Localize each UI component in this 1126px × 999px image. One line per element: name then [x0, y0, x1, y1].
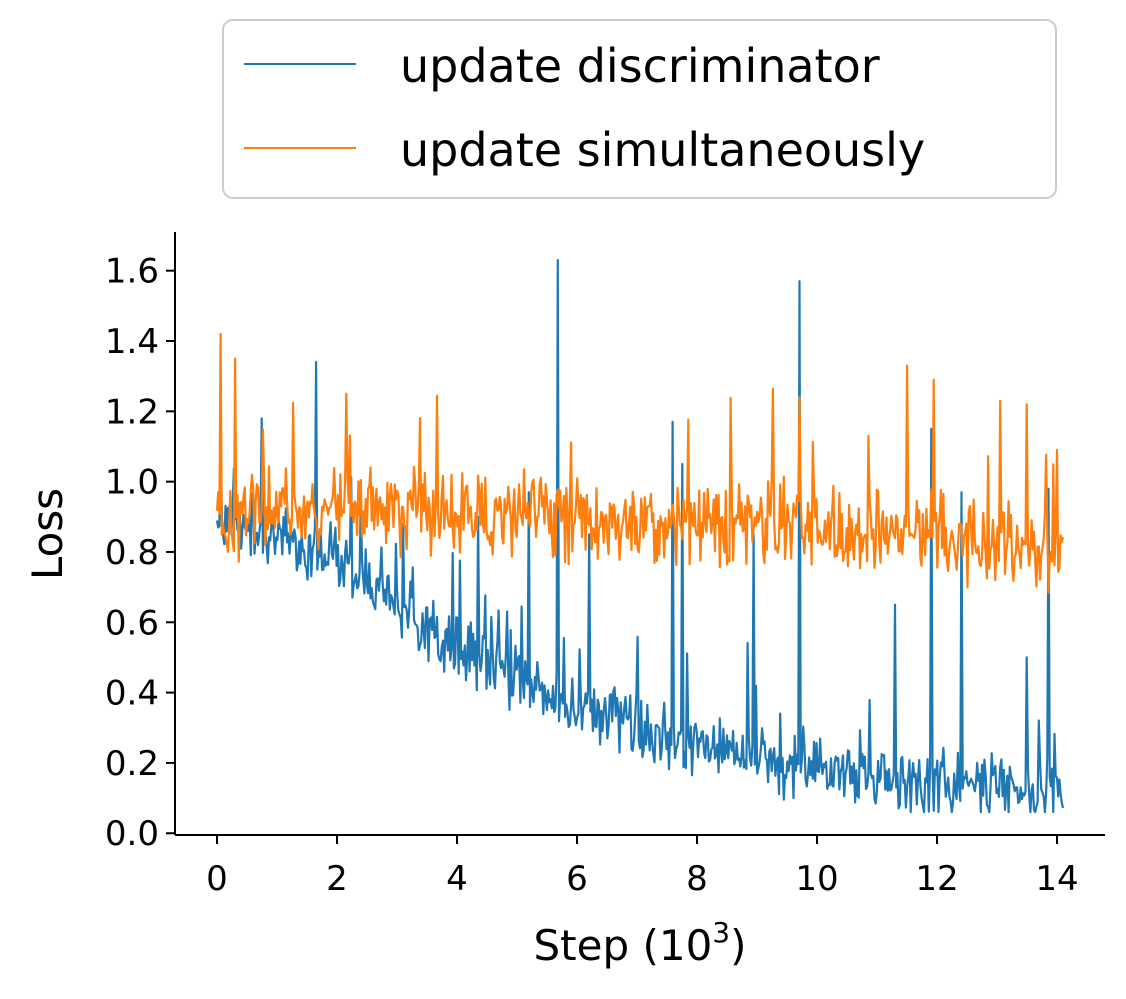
y-tick-label: 1.2: [105, 392, 159, 432]
x-tick-label: 6: [566, 859, 588, 899]
y-tick-label: 0.4: [105, 674, 159, 714]
x-tick-label: 14: [1035, 859, 1078, 899]
y-tick-label: 0.0: [105, 814, 159, 854]
x-tick-label: 10: [795, 859, 838, 899]
x-ticks: 0 2 4 6 8 10 12 14: [206, 835, 1079, 899]
y-tick-label: 1.0: [105, 463, 159, 503]
y-tick-label: 1.4: [105, 322, 159, 362]
x-tick-label: 0: [206, 859, 228, 899]
y-tick-label: 0.6: [105, 603, 159, 643]
y-tick-label: 0.8: [105, 533, 159, 573]
y-tick-label: 0.2: [105, 744, 159, 784]
legend-box: [222, 19, 1057, 199]
y-ticks: 0.0 0.2 0.4 0.6 0.8 1.0 1.2 1.4 1.6: [105, 252, 175, 854]
y-tick-label: 1.6: [105, 252, 159, 292]
legend-label-update-simultaneously: update simultaneously: [400, 123, 925, 177]
x-tick-label: 8: [686, 859, 708, 899]
y-axis-title: Loss: [23, 488, 72, 580]
legend: update discriminator update simultaneous…: [222, 19, 1057, 199]
legend-label-update-discriminator: update discriminator: [400, 39, 880, 93]
x-axis-title: Step (103): [533, 916, 746, 970]
x-axis-title-sup: 3: [712, 916, 730, 949]
x-tick-label: 2: [326, 859, 348, 899]
series-line-update-discriminator: [215, 259, 1065, 814]
x-axis-title-close: ): [730, 921, 746, 970]
series-line-update-simultaneously: [215, 332, 1065, 594]
x-tick-label: 4: [446, 859, 468, 899]
x-axis-title-main: Step (10: [533, 921, 712, 970]
x-tick-label: 12: [915, 859, 958, 899]
plot-lines: [215, 259, 1065, 814]
